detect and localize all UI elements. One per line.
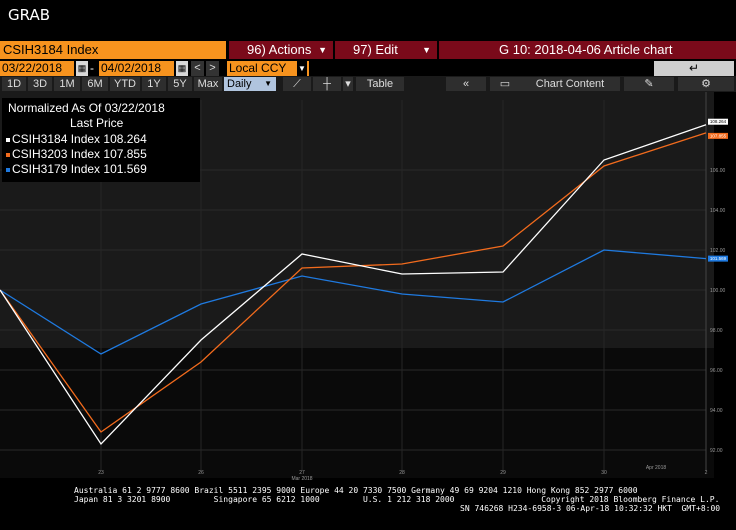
value-tag-label: 108.264: [710, 119, 727, 124]
y-tick-label: 94.00: [710, 408, 723, 414]
series-line: [0, 124, 707, 446]
next-period-button[interactable]: >: [206, 61, 219, 76]
x-tick-label: 26: [198, 470, 204, 476]
value-tag: [708, 118, 728, 125]
y-tick-label: 102.00: [710, 248, 726, 254]
value-tag: [708, 255, 728, 262]
chart-content-button[interactable]: Chart Content: [520, 77, 620, 91]
x-tick-label: 23: [98, 470, 104, 476]
actions-menu-button[interactable]: 96) Actions ▼: [229, 41, 333, 59]
chart-lines: [0, 124, 707, 446]
dropdown-arrow-icon: ▼: [297, 61, 307, 76]
footer-line-3: SN 746268 H234-6958-3 06-Apr-18 10:32:32…: [460, 504, 721, 513]
footer: Australia 61 2 9777 8600 Brazil 5511 239…: [0, 484, 736, 530]
start-date-input[interactable]: 03/22/2018: [0, 61, 74, 76]
title-bar: [0, 0, 736, 40]
end-date-input[interactable]: 04/02/2018: [99, 61, 174, 76]
chart-title: G 10: 2018-04-06 Article chart: [439, 41, 736, 59]
x-tick-label: 29: [500, 470, 506, 476]
legend: [2, 98, 200, 182]
value-tag-label: 107.855: [710, 133, 727, 138]
security-field[interactable]: CSIH3184 Index: [0, 41, 226, 59]
legend-title: Normalized As Of 03/22/2018: [8, 101, 165, 115]
legend-subtitle: Last Price: [70, 116, 124, 130]
chart-grid: [0, 92, 707, 470]
dropdown-arrow-icon: ▼: [422, 45, 431, 55]
range-ytd[interactable]: YTD: [110, 77, 140, 91]
range-3d[interactable]: 3D: [28, 77, 52, 91]
edit-menu-button[interactable]: 97) Edit ▼: [335, 41, 437, 59]
x-axis-labels: 23 26 27 28 29 30 2 Mar 2018 Apr 2018: [98, 465, 707, 482]
x-tick-label: 28: [399, 470, 405, 476]
y-axis-labels: 92.00 94.00 96.00 98.00 100.00 102.00 104.00 10…: [710, 168, 726, 454]
y-tick-label: 104.00: [710, 208, 726, 214]
collapse-button[interactable]: «: [446, 77, 486, 91]
y-tick-label: 96.00: [710, 368, 723, 374]
y-tick-label: 92.00: [710, 448, 723, 454]
y-tick-label: 100.00: [710, 288, 726, 294]
dropdown-arrow-icon[interactable]: ▾: [343, 77, 353, 91]
legend-swatch: [6, 152, 10, 157]
value-tag-label: 101.569: [710, 256, 727, 261]
frequency-label: Daily: [227, 78, 252, 90]
range-5y[interactable]: 5Y: [168, 77, 192, 91]
legend-label: CSIH3179 Index 101.569: [12, 162, 147, 176]
line-chart-icon[interactable]: ⟋: [283, 77, 311, 91]
edit-label: 97) Edit: [353, 42, 398, 57]
range-6m[interactable]: 6M: [82, 77, 108, 91]
prev-period-button[interactable]: <: [191, 61, 204, 76]
y-tick-label: 106.00: [710, 168, 726, 174]
calendar-icon[interactable]: ▦: [176, 61, 188, 76]
window-title: GRAB: [8, 6, 50, 24]
x-month-label: Apr 2018: [646, 465, 667, 471]
legend-item: CSIH3184 Index 108.264: [6, 132, 147, 146]
frequency-select[interactable]: Daily ▼: [224, 77, 276, 91]
actions-label: 96) Actions: [247, 42, 312, 57]
value-tag: [708, 132, 728, 139]
series-line: [0, 249, 707, 355]
back-button[interactable]: ↵: [654, 61, 734, 76]
range-max[interactable]: Max: [194, 77, 222, 91]
date-separator: -: [90, 61, 94, 75]
range-1y[interactable]: 1Y: [142, 77, 166, 91]
legend-label: CSIH3184 Index 108.264: [12, 132, 147, 146]
footer-line-2: Japan 81 3 3201 8900 Singapore 65 6212 1…: [74, 495, 720, 504]
x-tick-label: 2: [705, 470, 708, 476]
return-arrow-icon: ↵: [688, 61, 700, 75]
last-value-tags: 108.264 107.855 101.569: [708, 118, 728, 262]
crosshair-icon[interactable]: ┼: [313, 77, 341, 91]
legend-swatch: [6, 137, 10, 142]
chart-content-icon: ▭: [490, 77, 520, 91]
y-tick-label: 98.00: [710, 328, 723, 334]
currency-label: Local CCY: [229, 61, 287, 75]
edit-icon[interactable]: ✎: [624, 77, 674, 91]
range-1d[interactable]: 1D: [2, 77, 26, 91]
legend-label: CSIH3203 Index 107.855: [12, 147, 147, 161]
dropdown-arrow-icon: ▼: [264, 79, 272, 88]
legend-item: CSIH3179 Index 101.569: [6, 162, 147, 176]
table-button[interactable]: Table: [356, 77, 404, 91]
currency-select[interactable]: Local CCY ▼: [227, 61, 309, 76]
range-1m[interactable]: 1M: [54, 77, 80, 91]
calendar-icon[interactable]: ▦: [76, 61, 88, 76]
price-chart: 92.0094.0096.0098.00100.00102.00104.0010…: [0, 92, 728, 482]
x-tick-label: 30: [601, 470, 607, 476]
legend-item: CSIH3203 Index 107.855: [6, 147, 147, 161]
legend-swatch: [6, 167, 10, 172]
x-month-label: Mar 2018: [291, 476, 312, 482]
footer-line-1: Australia 61 2 9777 8600 Brazil 5511 239…: [74, 486, 638, 495]
dropdown-arrow-icon: ▼: [318, 45, 327, 55]
gear-icon[interactable]: ⚙: [678, 77, 734, 91]
x-tick-label: 27: [299, 470, 305, 476]
